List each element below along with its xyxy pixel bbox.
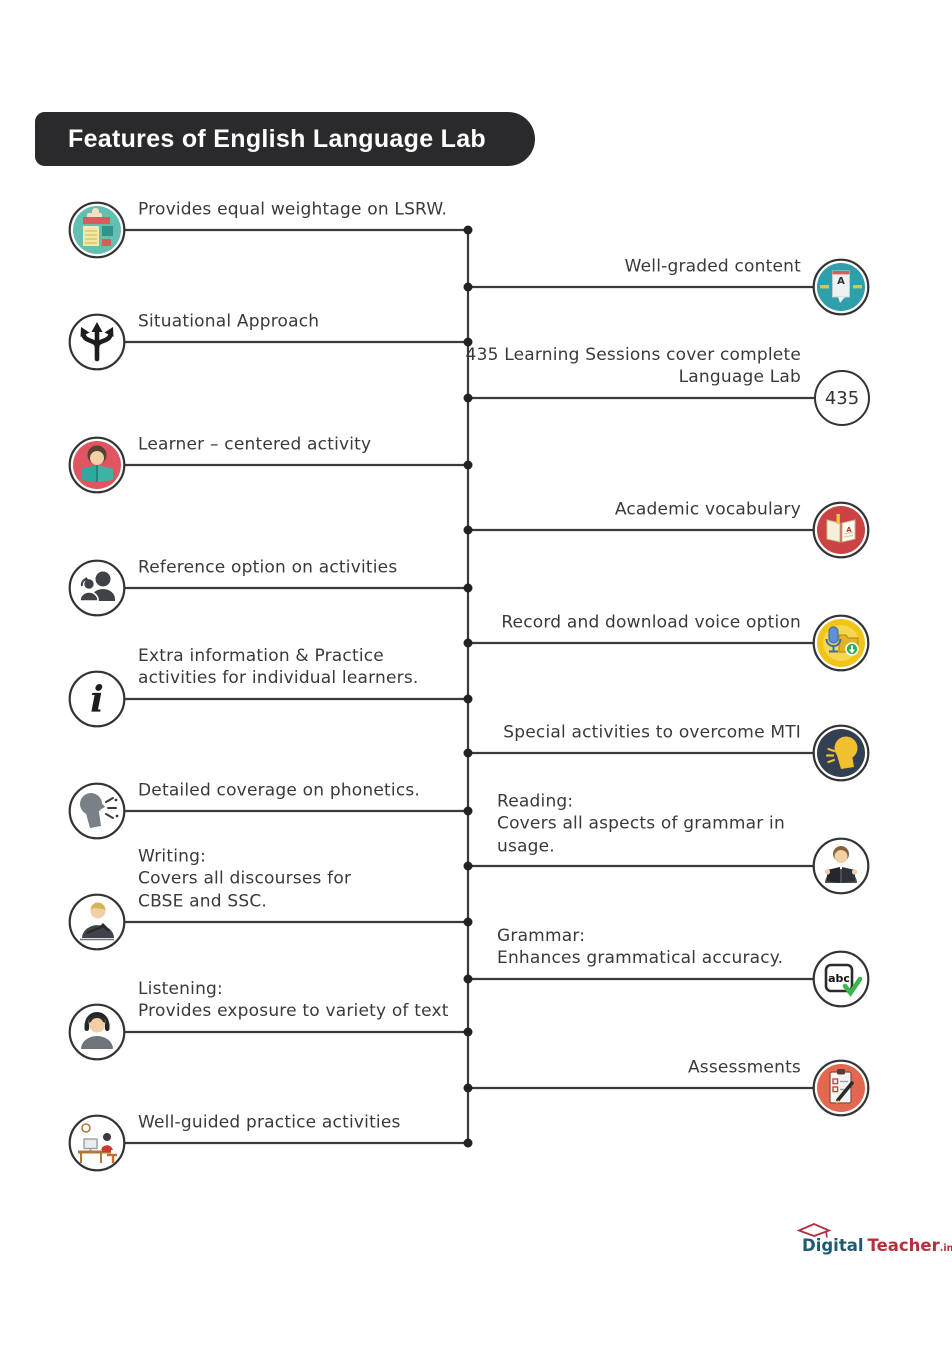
- feature-label: Record and download voice option: [501, 612, 801, 633]
- grammar-icon: abc: [812, 950, 870, 1008]
- feature-label: Listening: Provides exposure to variety …: [138, 979, 449, 1022]
- logo-text-digital: Digital: [802, 1236, 864, 1255]
- feature-label: Academic vocabulary: [614, 499, 801, 520]
- practice-activities-icon: [68, 1114, 126, 1172]
- svg-text:A: A: [846, 526, 852, 534]
- mti-icon: [812, 724, 870, 782]
- assessments-icon: [812, 1059, 870, 1117]
- svg-text:abc: abc: [828, 972, 850, 985]
- feature-label: Detailed coverage on phonetics.: [138, 780, 421, 801]
- junction-dots: [463, 225, 473, 1148]
- feature-label: Assessments: [687, 1057, 801, 1078]
- learner-centered-icon: [68, 436, 126, 494]
- feature-label: Provides equal weightage on LSRW.: [138, 199, 448, 220]
- feature-label: Well-guided practice activities: [138, 1112, 401, 1133]
- logo-text-suffix: .in: [939, 1243, 952, 1254]
- feature-label: Grammar: Enhances grammatical accuracy.: [497, 926, 784, 969]
- record-voice-icon: [812, 614, 870, 672]
- feature-label: Well-graded content: [624, 256, 801, 277]
- reference-option-icon: [68, 559, 126, 617]
- feature-label: Learner – centered activity: [138, 434, 372, 455]
- page-title-banner: Features of English Language Lab: [35, 112, 535, 166]
- weightage-icon: [68, 201, 126, 259]
- feature-label: Special activities to overcome MTI: [503, 722, 801, 743]
- feature-label: Reference option on activities: [138, 557, 398, 578]
- writing-icon: [68, 893, 126, 951]
- extra-information-icon: i: [68, 670, 126, 728]
- academic-vocabulary-icon: A: [812, 501, 870, 559]
- feature-label: 435 Learning Sessions cover complete Lan…: [465, 345, 801, 388]
- situational-approach-icon: [68, 313, 126, 371]
- phonetics-icon: [68, 782, 126, 840]
- sessions-count-badge: 435: [814, 370, 870, 426]
- graduation-cap-icon: [797, 1223, 831, 1238]
- logo-text-teacher: Teacher: [867, 1236, 940, 1255]
- listening-icon: [68, 1003, 126, 1061]
- feature-label: Situational Approach: [138, 311, 320, 332]
- svg-text:i: i: [90, 679, 104, 721]
- feature-label: Extra information & Practice activities …: [138, 646, 419, 689]
- well-graded-content-icon: A: [812, 258, 870, 316]
- page-title: Features of English Language Lab: [68, 124, 486, 153]
- feature-label: Reading: Covers all aspects of grammar i…: [497, 791, 785, 857]
- feature-label: Writing: Covers all discourses for CBSE …: [138, 846, 352, 912]
- svg-text:A: A: [837, 276, 845, 287]
- reading-icon: [812, 837, 870, 895]
- digital-teacher-logo: Digital Teacher.in: [791, 1222, 952, 1267]
